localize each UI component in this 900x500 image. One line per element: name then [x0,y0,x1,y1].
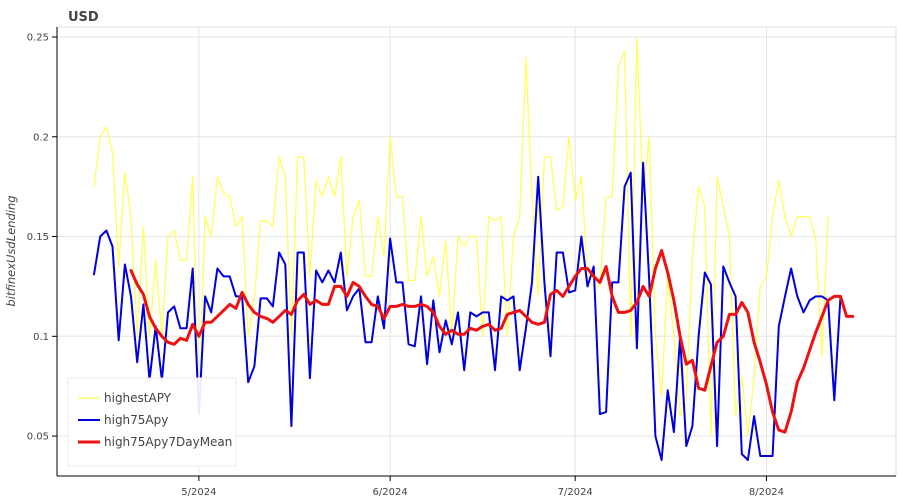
y-ticks: 0.05 0.1 0.15 0.2 0.25 [27,32,57,443]
legend-box [67,377,237,467]
y-tick-label: 0.15 [27,232,49,243]
x-tick-label: 7/2024 [558,487,593,498]
series-line-high75Apy [93,161,842,461]
chart-title: USD [68,10,99,25]
legend-label-high75Apy: high75Apy [104,413,168,427]
series-line-highestAPY [93,36,829,437]
y-tick-label: 0.2 [33,132,49,143]
y-tick-label: 0.1 [33,332,49,343]
legend-label-high75Apy7DayMean: high75Apy7DayMean [104,435,232,449]
x-tick-label: 8/2024 [749,487,784,498]
series-line-high75Apy7DayMean [129,249,855,434]
legend-label-highestAPY: highestAPY [104,391,172,405]
y-tick-label: 0.25 [27,32,49,43]
x-tick-label: 5/2024 [181,487,216,498]
y-tick-label: 0.05 [27,432,49,443]
axes [56,27,896,477]
legend: highestAPY high75Apy high75Apy7DayMean [67,377,237,467]
x-ticks: 5/2024 6/2024 7/2024 8/2024 [181,476,784,498]
series-layer [93,36,855,461]
x-tick-label: 6/2024 [373,487,408,498]
y-axis-label: bitfinexUsdLending [4,195,18,306]
